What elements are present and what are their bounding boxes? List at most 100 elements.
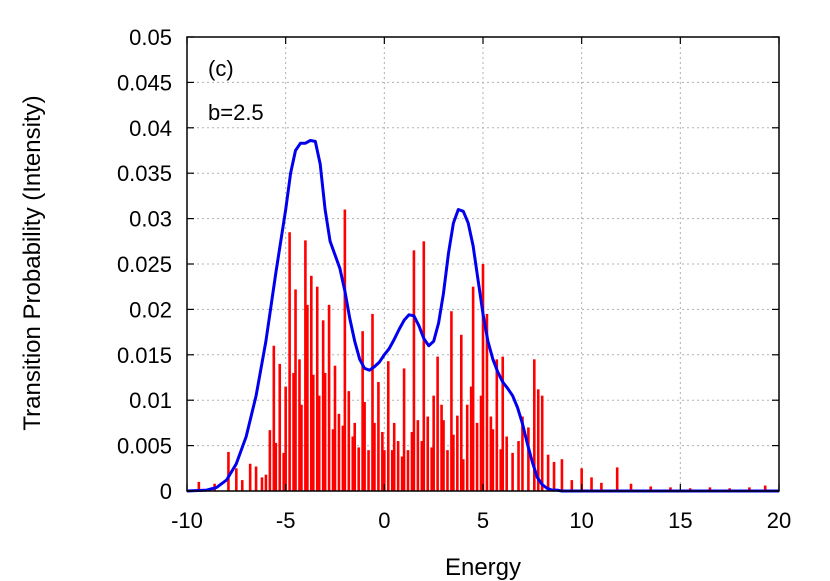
y-tick-label: 0.025 <box>117 252 172 277</box>
bar <box>422 241 426 491</box>
bar <box>274 442 278 491</box>
bar <box>197 481 201 491</box>
bar <box>450 311 453 491</box>
bar <box>367 450 370 491</box>
bar <box>240 480 244 491</box>
bar <box>331 429 335 491</box>
stick-spectrum-bars <box>197 209 767 491</box>
bar <box>629 483 633 491</box>
bar <box>315 286 319 491</box>
bar <box>353 422 357 491</box>
bar <box>410 431 414 491</box>
bar <box>540 395 544 491</box>
bar <box>406 450 410 491</box>
bar <box>300 404 303 491</box>
bar <box>501 356 505 491</box>
bar <box>552 461 556 491</box>
bar <box>649 486 653 491</box>
bar <box>590 477 593 491</box>
y-axis-title: Transition Probability (Intensity) <box>19 95 46 430</box>
bar <box>304 240 307 491</box>
bar <box>465 404 469 491</box>
bar <box>392 422 396 491</box>
bar <box>527 427 530 491</box>
bar <box>580 468 583 491</box>
bar <box>386 361 390 491</box>
y-tick-label: 0.01 <box>129 388 172 413</box>
bar <box>317 395 321 491</box>
bar <box>489 416 493 491</box>
bar <box>485 313 489 491</box>
y-tick-label: 0.035 <box>117 161 172 186</box>
bar <box>347 391 351 491</box>
bar <box>260 477 264 491</box>
bar <box>479 395 483 491</box>
bar <box>748 487 751 491</box>
bar <box>311 374 315 491</box>
x-tick-label: 15 <box>668 508 692 533</box>
bar <box>430 447 433 491</box>
bar <box>505 436 508 491</box>
bar <box>381 431 384 491</box>
x-tick-label: 0 <box>378 508 390 533</box>
x-tick-label: -5 <box>276 508 296 533</box>
bar <box>383 450 386 491</box>
x-tick-label: -10 <box>171 508 203 533</box>
bar <box>459 334 463 491</box>
bar <box>436 356 439 491</box>
bar <box>373 422 376 491</box>
y-tick-label: 0.045 <box>117 70 172 95</box>
bar <box>310 275 313 491</box>
bar <box>456 415 459 491</box>
x-tick-label: 10 <box>569 508 593 533</box>
bar <box>471 286 475 491</box>
bar <box>351 436 355 491</box>
x-tick-label: 20 <box>767 508 791 533</box>
bar <box>357 447 360 491</box>
bar <box>306 304 309 491</box>
bar <box>235 468 238 491</box>
bar <box>495 359 499 491</box>
bar <box>333 365 337 491</box>
bar <box>377 382 380 491</box>
y-tick-label: 0.05 <box>129 25 172 50</box>
bar <box>481 264 485 491</box>
bar <box>390 450 394 491</box>
bar <box>361 331 364 491</box>
bar <box>763 485 767 491</box>
bar <box>615 467 619 491</box>
bar <box>402 368 406 491</box>
bar <box>248 463 252 491</box>
bar <box>294 289 297 491</box>
bar <box>708 487 712 491</box>
bar <box>533 359 536 491</box>
bar <box>272 345 276 491</box>
bar <box>461 459 465 491</box>
bar <box>227 451 230 491</box>
bar <box>323 372 327 491</box>
bar <box>278 363 282 491</box>
y-tick-label: 0.02 <box>129 297 172 322</box>
y-tick-label: 0.03 <box>129 207 172 232</box>
bar <box>499 449 503 491</box>
bar <box>600 482 603 491</box>
bar <box>400 456 404 491</box>
x-tick-label: 5 <box>477 508 489 533</box>
bar <box>420 441 424 491</box>
bar <box>560 459 564 491</box>
bar <box>254 466 258 491</box>
bar <box>264 474 268 491</box>
y-tick-labels: 0 0.005 0.01 0.015 0.02 0.025 0.03 0.035 0.04 0.0… <box>117 25 172 504</box>
bar <box>511 452 514 491</box>
bar <box>343 209 347 491</box>
bar <box>292 372 295 491</box>
bar <box>426 416 430 491</box>
bar <box>521 416 524 491</box>
bar <box>298 359 301 491</box>
bar <box>432 395 435 491</box>
bar <box>371 313 374 491</box>
bar <box>327 304 331 491</box>
bar <box>446 450 449 491</box>
y-tick-label: 0.04 <box>129 116 172 141</box>
